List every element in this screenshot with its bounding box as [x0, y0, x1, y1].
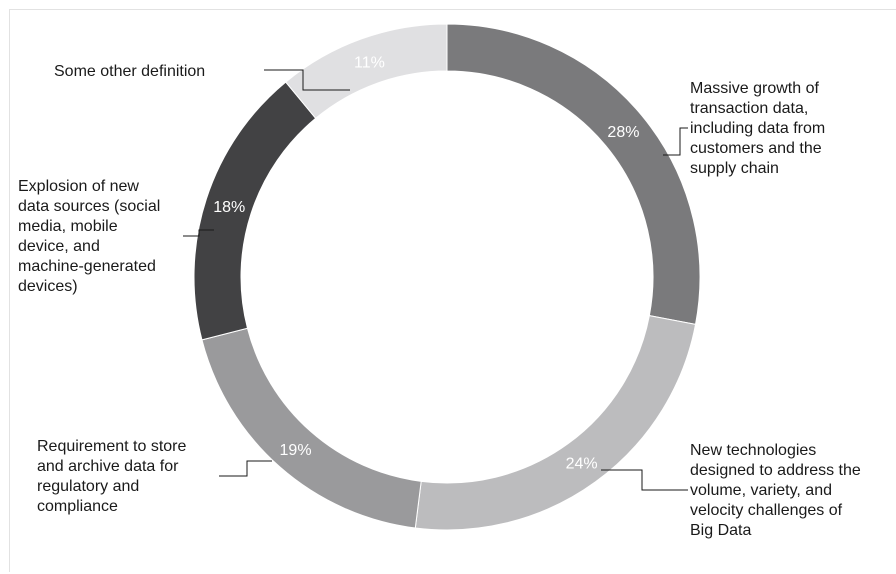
category-label-line: Explosion of new: [18, 178, 139, 195]
donut-slice-24pct: [414, 315, 697, 531]
leader-line-24pct: [601, 469, 688, 491]
donut-slice-28pct: [446, 23, 701, 325]
category-label-some-other-definition: Some other definition: [54, 63, 205, 80]
percent-labels: 28% 24% 19% 18% 11%: [213, 55, 639, 473]
category-label-line: device, and: [18, 238, 100, 255]
category-label-line: velocity challenges of: [690, 502, 843, 519]
category-label-line: media, mobile: [18, 218, 118, 235]
percent-label-24pct: 24%: [566, 455, 598, 472]
category-label-explosion-of-new-data-sources-social-med: Explosion of new data sources (social medi…: [18, 178, 160, 295]
category-label-line: Massive growth of: [690, 80, 819, 97]
category-label-line: data sources (social: [18, 198, 160, 215]
category-label-line: regulatory and: [37, 478, 139, 495]
category-label-line: transaction data,: [690, 100, 808, 117]
category-label-line: and archive data for: [37, 458, 179, 475]
category-label-massive-growth-of-transaction-data-inclu: Massive growth of transaction data, includ…: [690, 80, 825, 177]
leader-line-11pct: [264, 69, 350, 91]
chart-frame: [9, 9, 896, 572]
category-label-line: compliance: [37, 498, 118, 515]
donut-slice-11pct: [285, 23, 448, 119]
category-label-line: devices): [18, 278, 78, 295]
category-label-line: customers and the: [690, 140, 822, 157]
category-label-line: supply chain: [690, 160, 779, 177]
percent-label-28pct: 28%: [607, 124, 639, 141]
category-label-line: Big Data: [690, 522, 751, 539]
percent-label-19pct: 19%: [280, 442, 312, 459]
category-label-line: designed to address the: [690, 462, 861, 479]
category-labels: Massive growth of transaction data, includ…: [18, 63, 861, 539]
leader-line-19pct: [219, 460, 272, 477]
percent-label-11pct: 11%: [354, 55, 385, 72]
category-label-line: volume, variety, and: [690, 482, 832, 499]
donut-slices: [193, 23, 701, 531]
category-label-line: New technologies: [690, 442, 816, 459]
leader-line-28pct: [663, 127, 688, 156]
category-label-line: machine-generated: [18, 258, 156, 275]
category-label-line: Requirement to store: [37, 438, 187, 455]
category-label-line: Some other definition: [54, 63, 205, 80]
category-label-requirement-to-store-and-archive-data-fo: Requirement to store and archive data for…: [37, 438, 187, 515]
leader-lines: [183, 69, 688, 491]
donut-slice-19pct: [201, 327, 422, 529]
category-label-line: including data from: [690, 120, 825, 137]
category-label-new-technologies-designed-to-address-the: New technologies designed to address the v…: [690, 442, 861, 539]
percent-label-18pct: 18%: [213, 199, 245, 216]
leader-line-18pct: [183, 229, 214, 237]
